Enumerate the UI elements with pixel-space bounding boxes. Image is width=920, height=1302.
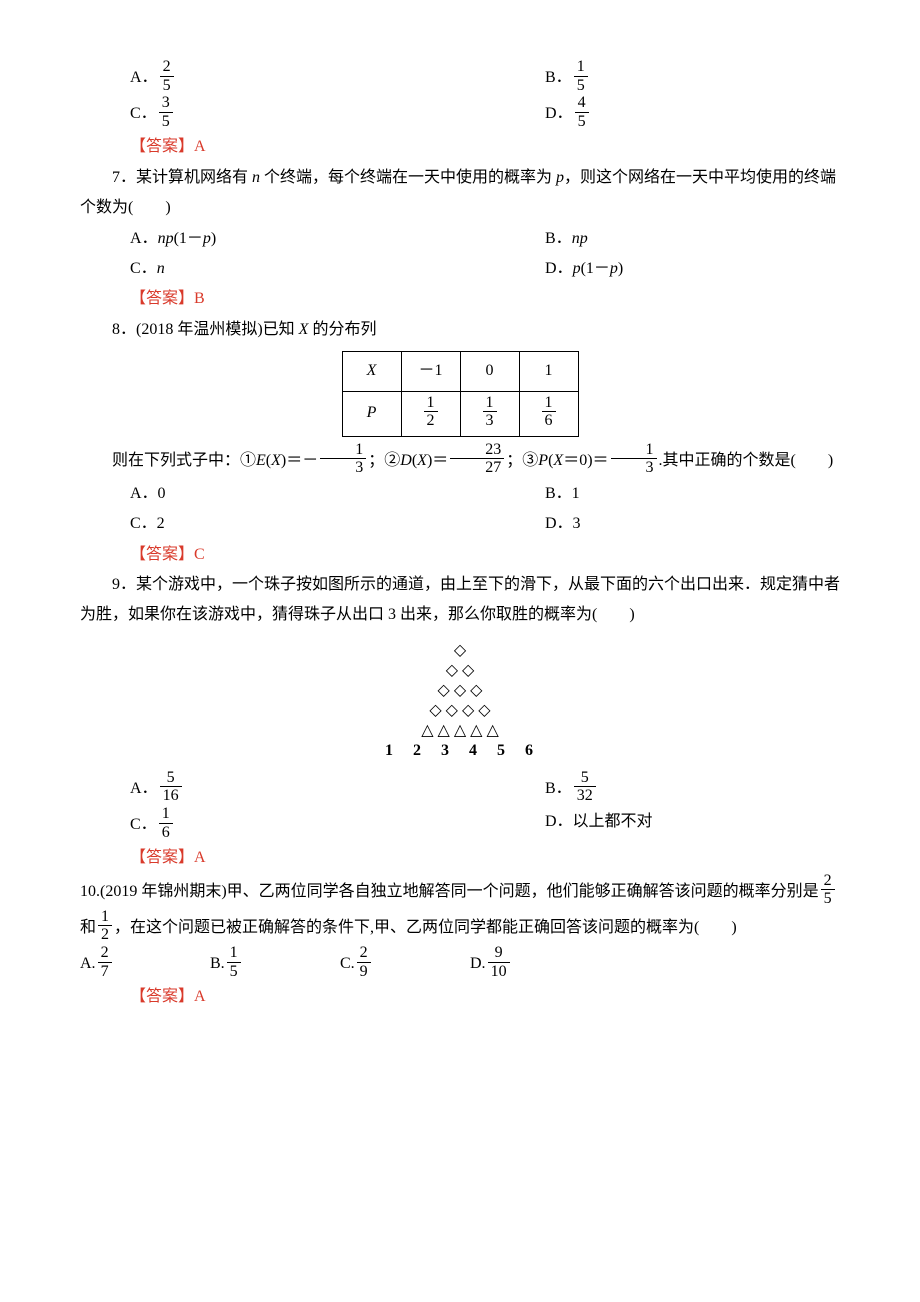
q9-option-a: A．516	[130, 771, 425, 807]
q10-options-row: A.27 B.15 C.29 D.910	[80, 946, 840, 982]
q6-options-row-2: C．35 D．45	[130, 96, 840, 132]
q8-text: 8．(2018 年温州模拟)已知 X 的分布列	[80, 315, 840, 345]
fraction: 16	[159, 805, 173, 841]
q9-text: 9．某个游戏中，一个珠子按如图所示的通道，由上至下的滑下，从最下面的六个出口出来…	[80, 570, 840, 631]
q6-options-row-1: A．25 B．15	[130, 60, 840, 96]
q7-option-d: D．p(1－p)	[545, 254, 840, 284]
q6-option-d: D．45	[545, 96, 840, 132]
fraction: 45	[575, 94, 589, 130]
q10-option-d: D.910	[470, 946, 600, 982]
q8-option-d: D．3	[545, 509, 840, 539]
q7-options-row-2: C．n D．p(1－p)	[130, 254, 840, 284]
fraction: 35	[159, 94, 173, 130]
q6-option-b: B．15	[545, 60, 840, 96]
q10-option-b: B.15	[210, 946, 340, 982]
fraction: 25	[821, 872, 835, 908]
fraction: 15	[574, 58, 588, 94]
table-row: P 12 13 16	[342, 391, 578, 436]
fraction: 16	[542, 394, 556, 430]
q10-option-a: A.27	[80, 946, 210, 982]
option-label: B．	[545, 69, 572, 86]
fraction: 13	[483, 394, 497, 430]
q10-answer: 【答案】A	[130, 982, 840, 1012]
q7-answer: 【答案】B	[130, 284, 840, 314]
q8-option-c: C．2	[130, 509, 425, 539]
q9-option-d: D．以上都不对	[545, 807, 840, 843]
q6-option-c: C．35	[130, 96, 425, 132]
fraction: 910	[488, 944, 510, 980]
q9-options-row-1: A．516 B．532	[130, 771, 840, 807]
q6-answer: 【答案】A	[130, 132, 840, 162]
option-label: C．	[130, 105, 157, 122]
fraction: 13	[320, 441, 366, 477]
fraction: 12	[424, 394, 438, 430]
q9-options-row-2: C．16 D．以上都不对	[130, 807, 840, 843]
q8-options-row-1: A．0 B．1	[130, 479, 840, 509]
q8-statements: 则在下列式子中：①E(X)＝－13；②D(X)＝2327；③P(X＝0)＝13.…	[80, 443, 840, 479]
fraction: 15	[227, 944, 241, 980]
fraction: 13	[611, 441, 657, 477]
q7-option-c: C．n	[130, 254, 425, 284]
fraction: 516	[160, 769, 182, 805]
q7-options-row-1: A．np(1－p) B．np	[130, 224, 840, 254]
fraction: 29	[357, 944, 371, 980]
q9-diagram: ◇ ◇ ◇ ◇ ◇ ◇ ◇ ◇ ◇ ◇ △ △ △ △ △ 1 2 3 4 5 …	[80, 639, 840, 763]
table-row: X －1 0 1	[342, 352, 578, 391]
q8-options-row-2: C．2 D．3	[130, 509, 840, 539]
q10-option-c: C.29	[340, 946, 470, 982]
fraction: 2327	[450, 441, 504, 477]
q8-answer: 【答案】C	[130, 540, 840, 570]
q8-option-a: A．0	[130, 479, 425, 509]
q8-distribution-table: X －1 0 1 P 12 13 16	[342, 351, 579, 437]
q8-option-b: B．1	[545, 479, 840, 509]
q7-option-a: A．np(1－p)	[130, 224, 425, 254]
q10-text: 10.(2019 年锦州期末)甲、乙两位同学各自独立地解答同一个问题，他们能够正…	[80, 874, 840, 946]
fraction: 12	[98, 908, 112, 944]
q9-answer: 【答案】A	[130, 843, 840, 873]
option-label: D．	[545, 105, 573, 122]
q9-option-c: C．16	[130, 807, 425, 843]
q7-text: 7．某计算机网络有 n 个终端，每个终端在一天中使用的概率为 p，则这个网络在一…	[80, 163, 840, 224]
fraction: 25	[160, 58, 174, 94]
fraction: 532	[574, 769, 596, 805]
option-label: A．	[130, 69, 158, 86]
q9-diagram-labels: 1 2 3 4 5 6	[385, 741, 535, 761]
fraction: 27	[98, 944, 112, 980]
q7-option-b: B．np	[545, 224, 840, 254]
q6-option-a: A．25	[130, 60, 425, 96]
q9-option-b: B．532	[545, 771, 840, 807]
